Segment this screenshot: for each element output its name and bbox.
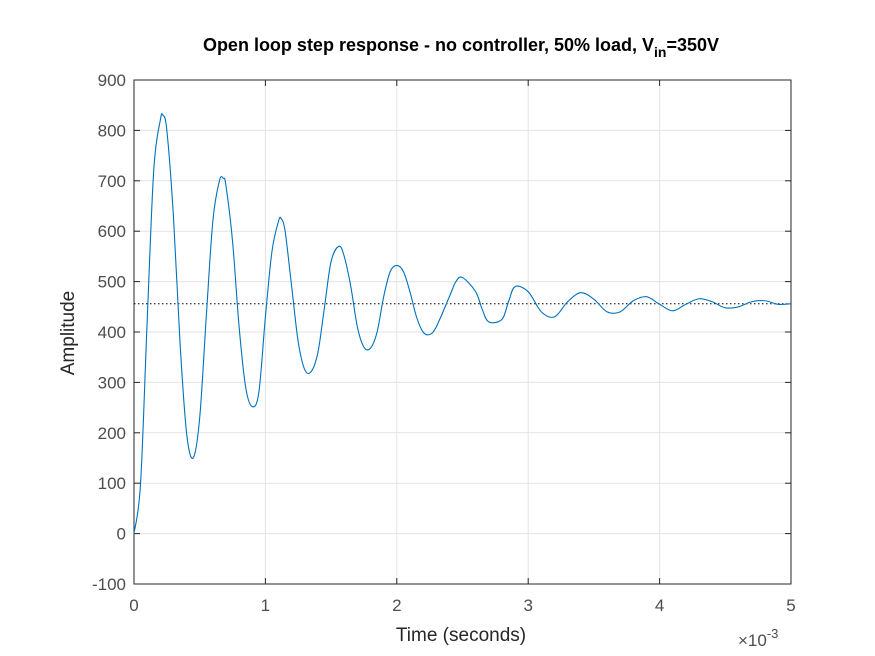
chart-title-main: Open loop step response - no controller,… bbox=[203, 35, 654, 55]
x-tick-label: 1 bbox=[261, 596, 270, 615]
x-axis-exponent-base: ×10 bbox=[738, 631, 767, 650]
y-axis-label: Amplitude bbox=[58, 291, 79, 376]
chart-title-suffix: =350V bbox=[666, 35, 719, 55]
y-tick-labels: -100 0 100 200 300 400 500 600 700 800 900 bbox=[92, 71, 126, 594]
x-tick-labels: 0 1 2 3 4 5 bbox=[129, 596, 795, 615]
y-tick-label: 100 bbox=[98, 474, 126, 493]
x-tick-label: 4 bbox=[655, 596, 664, 615]
x-axis-exponent: ×10-3 bbox=[738, 626, 778, 650]
x-tick-label: 5 bbox=[786, 596, 795, 615]
chart-title-subscript: in bbox=[654, 44, 666, 60]
y-tick-label: 0 bbox=[117, 525, 126, 544]
y-tick-label: 500 bbox=[98, 273, 126, 292]
x-tick-label: 2 bbox=[392, 596, 401, 615]
y-tick-label: 800 bbox=[98, 121, 126, 140]
y-tick-label: 600 bbox=[98, 222, 126, 241]
x-axis-exponent-power: -3 bbox=[767, 626, 779, 641]
y-tick-label: 700 bbox=[98, 172, 126, 191]
y-tick-label: 400 bbox=[98, 323, 126, 342]
x-tick-label: 3 bbox=[523, 596, 532, 615]
series-line bbox=[133, 113, 792, 534]
x-tick-label: 0 bbox=[129, 596, 138, 615]
x-axis-label: Time (seconds) bbox=[396, 625, 526, 646]
y-tick-label: 200 bbox=[98, 424, 126, 443]
y-tick-label: 300 bbox=[98, 373, 126, 392]
chart-title: Open loop step response - no controller,… bbox=[203, 35, 719, 60]
y-tick-label: -100 bbox=[92, 575, 126, 594]
axis-ticks bbox=[133, 79, 792, 585]
y-tick-label: 900 bbox=[98, 71, 126, 90]
